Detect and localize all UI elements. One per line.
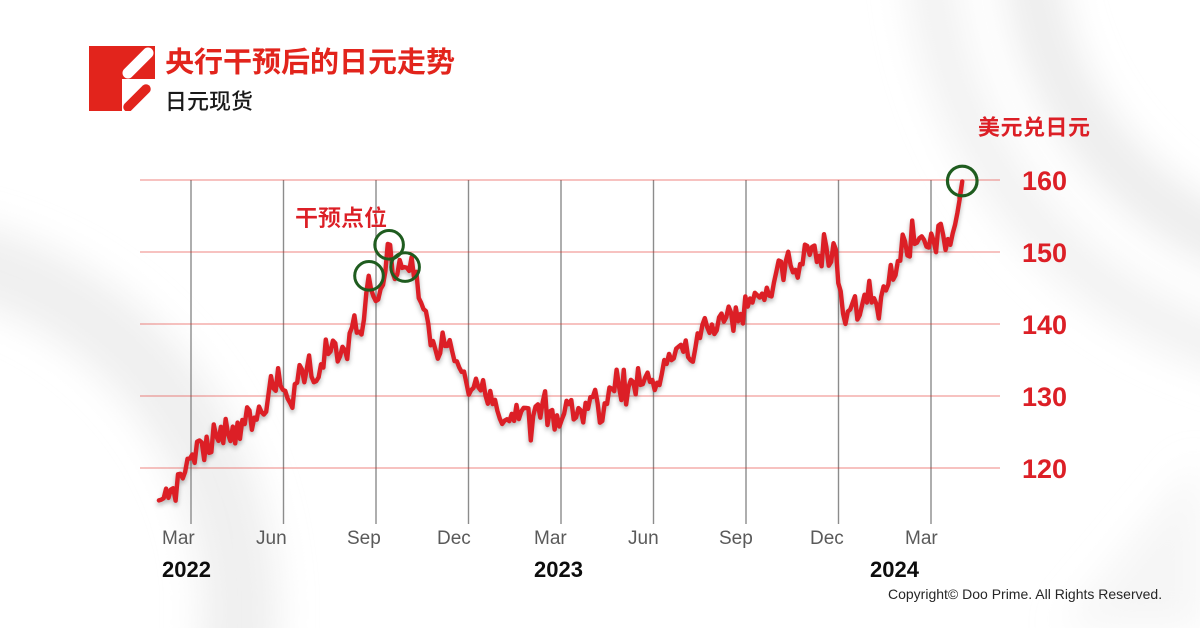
- svg-text:150: 150: [1022, 238, 1067, 268]
- svg-text:130: 130: [1022, 382, 1067, 412]
- svg-text:120: 120: [1022, 454, 1067, 484]
- svg-text:160: 160: [1022, 166, 1067, 196]
- svg-text:140: 140: [1022, 310, 1067, 340]
